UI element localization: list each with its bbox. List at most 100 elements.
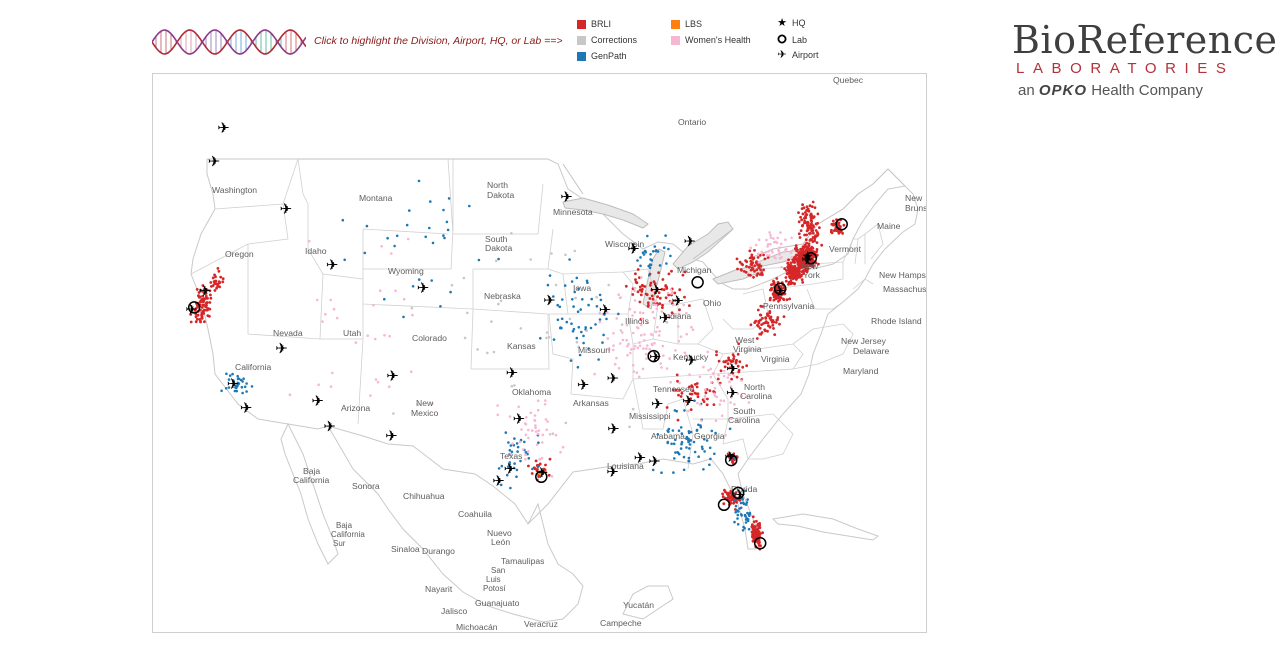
site-dot[interactable] bbox=[645, 347, 648, 350]
site-dot[interactable] bbox=[747, 527, 751, 531]
site-dot[interactable] bbox=[732, 357, 735, 361]
site-dot[interactable] bbox=[638, 285, 642, 289]
site-dot[interactable] bbox=[631, 314, 634, 317]
site-dot[interactable] bbox=[777, 296, 781, 299]
site-dot[interactable] bbox=[194, 315, 198, 319]
site-dot[interactable] bbox=[753, 269, 756, 273]
lab-marker[interactable] bbox=[647, 349, 660, 363]
site-dot[interactable] bbox=[708, 463, 711, 467]
site-dot[interactable] bbox=[775, 286, 779, 290]
site-dot[interactable] bbox=[197, 291, 201, 294]
site-dot[interactable] bbox=[776, 236, 779, 240]
site-dot[interactable] bbox=[606, 337, 610, 340]
site-dot[interactable] bbox=[595, 305, 599, 308]
site-dot[interactable] bbox=[797, 232, 801, 236]
site-dot[interactable] bbox=[332, 307, 336, 311]
site-dot[interactable] bbox=[769, 242, 772, 246]
site-dot[interactable] bbox=[794, 278, 798, 281]
site-dot[interactable] bbox=[213, 282, 217, 286]
site-dot[interactable] bbox=[735, 358, 738, 362]
site-dot[interactable] bbox=[209, 293, 212, 297]
site-dot[interactable] bbox=[535, 443, 539, 447]
site-dot[interactable] bbox=[250, 385, 254, 388]
site-dot[interactable] bbox=[697, 455, 700, 459]
site-dot[interactable] bbox=[227, 378, 231, 381]
site-dot[interactable] bbox=[574, 296, 577, 300]
site-dot[interactable] bbox=[758, 523, 761, 527]
site-dot[interactable] bbox=[730, 417, 733, 421]
site-dot[interactable] bbox=[552, 295, 555, 298]
site-dot[interactable] bbox=[700, 445, 704, 449]
site-dot[interactable] bbox=[805, 213, 809, 217]
site-dot[interactable] bbox=[242, 377, 245, 381]
site-dot[interactable] bbox=[711, 372, 715, 375]
site-dot[interactable] bbox=[691, 328, 695, 331]
site-dot[interactable] bbox=[341, 218, 345, 222]
site-dot[interactable] bbox=[374, 378, 378, 381]
site-dot[interactable] bbox=[771, 323, 775, 327]
site-dot[interactable] bbox=[830, 222, 834, 226]
site-dot[interactable] bbox=[644, 292, 648, 296]
site-dot[interactable] bbox=[753, 264, 757, 267]
site-dot[interactable] bbox=[560, 317, 564, 321]
airport-icon[interactable]: ✈ bbox=[185, 301, 198, 319]
site-dot[interactable] bbox=[649, 253, 652, 256]
site-dot[interactable] bbox=[564, 253, 567, 257]
site-dot[interactable] bbox=[706, 397, 709, 401]
site-dot[interactable] bbox=[343, 258, 346, 262]
airport-icon[interactable]: ✈ bbox=[240, 399, 253, 417]
site-dot[interactable] bbox=[206, 297, 209, 300]
airport-icon[interactable]: ✈ bbox=[199, 282, 212, 300]
site-dot[interactable] bbox=[208, 314, 211, 318]
site-dot[interactable] bbox=[797, 220, 801, 224]
site-dot[interactable] bbox=[787, 283, 790, 286]
site-dot[interactable] bbox=[805, 263, 808, 267]
site-dot[interactable] bbox=[632, 242, 635, 246]
site-dot[interactable] bbox=[587, 347, 590, 350]
site-dot[interactable] bbox=[770, 249, 774, 252]
lab-marker[interactable] bbox=[804, 251, 818, 265]
site-dot[interactable] bbox=[442, 234, 445, 237]
site-dot[interactable] bbox=[598, 320, 602, 324]
site-dot[interactable] bbox=[792, 260, 795, 263]
site-dot[interactable] bbox=[706, 350, 709, 354]
site-dot[interactable] bbox=[685, 400, 688, 403]
site-dot[interactable] bbox=[801, 212, 805, 216]
site-dot[interactable] bbox=[730, 377, 733, 381]
site-dot[interactable] bbox=[466, 311, 469, 315]
site-dot[interactable] bbox=[429, 200, 432, 203]
site-dot[interactable] bbox=[402, 315, 405, 319]
site-dot[interactable] bbox=[505, 473, 509, 477]
site-dot[interactable] bbox=[335, 316, 339, 320]
site-dot[interactable] bbox=[728, 366, 732, 370]
site-dot[interactable] bbox=[648, 348, 651, 351]
site-dot[interactable] bbox=[725, 359, 728, 363]
site-dot[interactable] bbox=[815, 250, 818, 254]
site-dot[interactable] bbox=[713, 392, 716, 396]
site-dot[interactable] bbox=[769, 236, 773, 239]
site-dot[interactable] bbox=[651, 250, 655, 253]
site-dot[interactable] bbox=[563, 284, 567, 287]
site-dot[interactable] bbox=[691, 389, 695, 393]
site-dot[interactable] bbox=[536, 399, 540, 403]
site-dot[interactable] bbox=[683, 270, 687, 274]
site-dot[interactable] bbox=[787, 258, 790, 262]
site-dot[interactable] bbox=[450, 283, 454, 287]
site-dot[interactable] bbox=[657, 291, 661, 295]
site-dot[interactable] bbox=[658, 264, 662, 267]
site-dot[interactable] bbox=[621, 331, 624, 334]
site-dot[interactable] bbox=[648, 273, 651, 277]
site-dot[interactable] bbox=[679, 395, 683, 398]
site-dot[interactable] bbox=[524, 458, 527, 461]
site-dot[interactable] bbox=[628, 425, 631, 429]
site-dot[interactable] bbox=[710, 429, 714, 433]
airport-icon[interactable]: ✈ bbox=[323, 417, 336, 435]
site-dot[interactable] bbox=[205, 288, 209, 292]
site-dot[interactable] bbox=[745, 364, 749, 368]
site-dot[interactable] bbox=[665, 406, 669, 409]
site-dot[interactable] bbox=[524, 423, 528, 426]
site-dot[interactable] bbox=[638, 276, 641, 279]
site-dot[interactable] bbox=[776, 316, 780, 319]
site-dot[interactable] bbox=[791, 265, 795, 269]
site-dot[interactable] bbox=[477, 258, 481, 262]
